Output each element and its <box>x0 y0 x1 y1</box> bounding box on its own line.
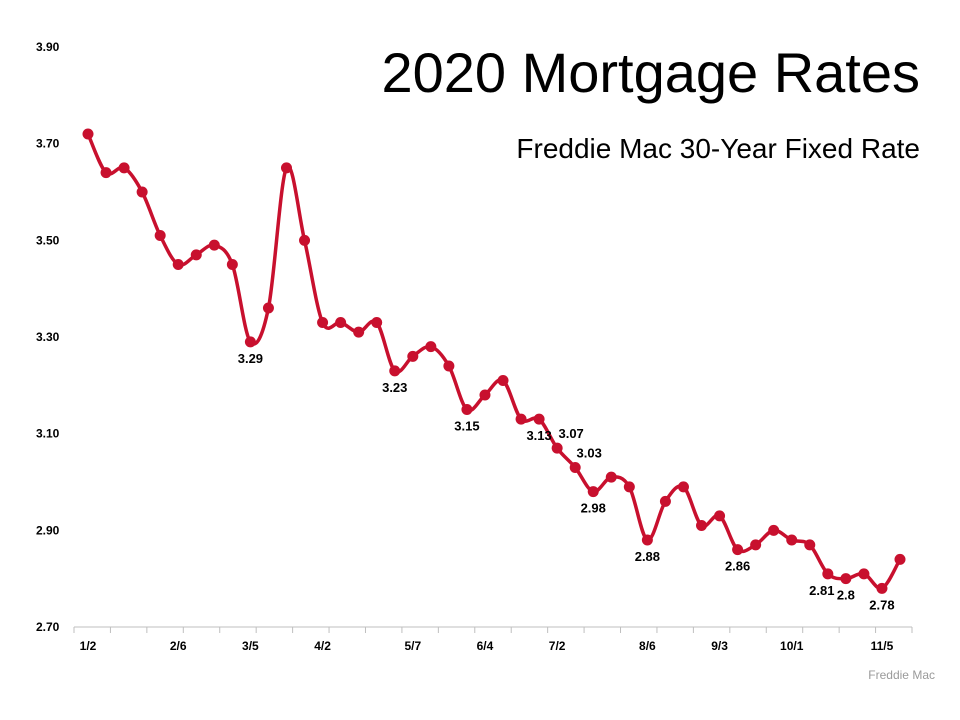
x-tick-label: 5/7 <box>404 639 421 653</box>
y-tick-label: 3.50 <box>36 233 60 247</box>
source-note: Freddie Mac <box>868 668 935 682</box>
data-label: 3.29 <box>238 351 263 366</box>
data-point <box>154 230 166 241</box>
chart-subtitle: Freddie Mac 30-Year Fixed Rate <box>516 133 920 164</box>
data-point <box>659 495 671 507</box>
data-point <box>786 534 798 546</box>
data-point <box>587 486 599 498</box>
data-point <box>118 162 130 174</box>
data-point <box>569 462 581 473</box>
data-point <box>479 389 491 401</box>
x-tick-label: 10/1 <box>780 639 804 653</box>
y-tick-label: 3.70 <box>36 137 60 151</box>
y-tick-label: 3.30 <box>36 330 60 344</box>
x-tick-label: 3/5 <box>242 639 259 653</box>
data-label: 2.78 <box>869 597 894 612</box>
data-label: 2.81 <box>809 583 834 598</box>
x-axis: 1/2 2/6 3/5 4/2 5/7 6/4 7/2 8/6 9/3 10/1 11/5 <box>73 626 913 653</box>
data-label: 3.03 <box>577 446 602 461</box>
x-tick-label: 8/6 <box>639 639 656 653</box>
data-point <box>371 317 383 328</box>
data-point <box>82 128 94 140</box>
data-point <box>677 481 689 493</box>
y-tick-label: 3.90 <box>36 40 60 54</box>
data-point <box>244 336 256 348</box>
y-tick-label: 2.70 <box>36 620 60 634</box>
series-line <box>86 133 902 591</box>
data-point <box>172 259 184 270</box>
data-point <box>425 341 437 353</box>
data-point <box>696 520 708 531</box>
y-tick-label: 3.10 <box>36 427 60 441</box>
data-point <box>641 534 653 546</box>
x-tick-label: 6/4 <box>477 639 494 653</box>
data-point <box>840 573 852 585</box>
data-label: 3.15 <box>454 419 479 434</box>
data-point <box>533 413 545 425</box>
chart-title: 2020 Mortgage Rates <box>381 41 920 104</box>
y-tick-label: 2.90 <box>36 523 60 537</box>
data-point <box>623 481 635 493</box>
data-point <box>317 317 329 328</box>
x-tick-label: 9/3 <box>711 639 728 653</box>
data-point <box>822 568 834 580</box>
data-point <box>208 239 220 251</box>
data-point <box>353 326 365 338</box>
y-axis: 3.90 3.70 3.50 3.30 3.10 2.90 2.70 <box>36 40 60 634</box>
data-point <box>894 553 906 565</box>
data-point <box>804 539 816 551</box>
data-label: 2.98 <box>581 501 606 516</box>
data-point <box>443 360 455 372</box>
data-point <box>714 510 726 522</box>
data-point <box>768 524 780 536</box>
data-point <box>497 375 509 386</box>
data-point <box>605 471 617 483</box>
x-tick-label: 7/2 <box>549 639 566 653</box>
data-point <box>280 162 292 174</box>
data-label: 3.07 <box>558 426 583 441</box>
data-point <box>876 582 888 594</box>
series-mortgage-rate <box>82 128 906 594</box>
data-point <box>551 442 563 454</box>
x-tick-label: 11/5 <box>871 639 894 653</box>
x-tick-label: 1/2 <box>80 639 97 653</box>
data-label: 2.8 <box>837 588 855 603</box>
data-point <box>750 539 762 551</box>
data-point <box>858 568 870 580</box>
data-point <box>389 365 401 377</box>
data-point <box>407 350 419 362</box>
data-label: 2.88 <box>635 549 660 564</box>
data-point <box>136 186 148 198</box>
data-point <box>100 167 112 179</box>
data-labels: 3.29 3.23 3.15 3.13 3.07 3.03 2.98 2.88 2.86 2.81… <box>238 351 895 612</box>
data-point <box>226 259 238 270</box>
data-point <box>335 317 347 328</box>
data-label: 3.13 <box>526 428 551 443</box>
x-tick-label: 2/6 <box>170 639 187 653</box>
data-point <box>262 302 274 314</box>
data-label: 3.23 <box>382 380 407 395</box>
data-point <box>461 404 473 415</box>
x-tick-label: 4/2 <box>314 639 331 653</box>
data-point <box>732 544 744 556</box>
data-label: 2.86 <box>725 559 750 574</box>
data-point <box>299 234 311 246</box>
data-point <box>190 249 202 261</box>
data-point <box>515 413 527 425</box>
